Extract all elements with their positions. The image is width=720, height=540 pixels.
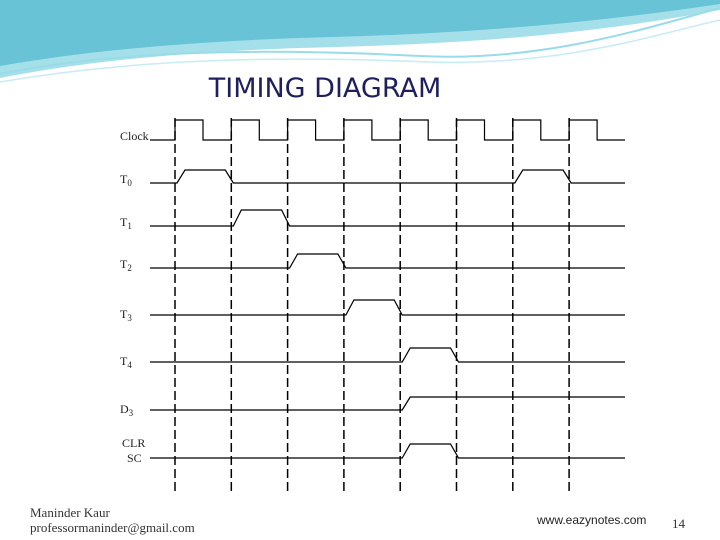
signal-subscript: 2: [127, 263, 132, 273]
diagram-area: [113, 113, 630, 498]
signal-label: T1: [120, 215, 132, 231]
signal-label: T0: [120, 172, 132, 188]
signal-label: T4: [120, 354, 132, 370]
signal-subscript: 4: [127, 360, 132, 370]
signal-subscript: 3: [127, 313, 132, 323]
signal-wave: [150, 443, 625, 459]
header-swoosh: [0, 0, 720, 66]
signal-name: Clock: [120, 129, 149, 143]
signal-name: CLR: [122, 436, 145, 450]
signal-wave: [150, 396, 625, 411]
signal-subscript: 3: [129, 408, 134, 418]
signal-wave: [150, 299, 625, 316]
signal-label: SC: [127, 451, 142, 465]
signal-wave: [150, 347, 625, 363]
footer-site: www.eazynotes.com: [536, 513, 646, 527]
slide-title: TIMING DIAGRAM: [208, 73, 442, 104]
page-number: 14: [672, 516, 686, 531]
header-line: [0, 7, 720, 75]
signal-label: T2: [120, 257, 132, 273]
signal-label: CLR: [122, 436, 145, 450]
signal-name: T: [120, 257, 128, 271]
signal-wave: [150, 209, 625, 227]
footer-email: professormaninder@gmail.com: [30, 520, 195, 535]
signal-name: T: [120, 354, 128, 368]
signal-wave: [150, 253, 625, 269]
signal-label: D3: [120, 402, 134, 418]
signal-name: T: [120, 307, 128, 321]
signal-name: D: [120, 402, 129, 416]
signal-subscript: 0: [127, 178, 132, 188]
signal-label: Clock: [120, 129, 149, 143]
header-line: [0, 19, 720, 83]
signal-wave: [150, 169, 625, 184]
footer-author: Maninder Kaur: [30, 505, 110, 520]
signal-name: T: [120, 215, 128, 229]
signal-label: T3: [120, 307, 132, 323]
signal-subscript: 1: [127, 221, 132, 231]
signal-name: T: [120, 172, 128, 186]
clock-wave: [150, 119, 625, 141]
